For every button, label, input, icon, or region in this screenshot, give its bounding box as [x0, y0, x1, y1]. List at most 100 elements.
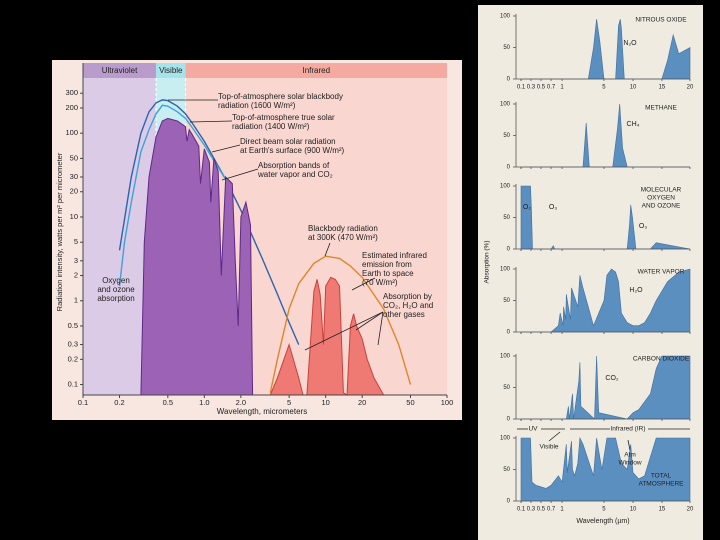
annotation: emission from [362, 260, 412, 269]
x-tick-label: 50 [406, 398, 414, 407]
spectrum-line [269, 255, 412, 393]
annotation: Blackbody radiation [308, 224, 378, 233]
panel-title: OXYGEN [647, 195, 675, 202]
y-tick-label: 20 [70, 187, 78, 196]
y-tick-label: 0 [507, 417, 511, 423]
leader-line [377, 311, 384, 346]
x-tick-label: 0.5 [537, 507, 546, 513]
y-tick-label: 50 [503, 385, 510, 391]
y-tick-label: 50 [503, 467, 510, 473]
y-tick-label: 2 [74, 271, 78, 280]
x-tick-label: 0.1 [517, 85, 526, 91]
x-tick-label: 20 [687, 507, 694, 513]
y-tick-label: 0 [507, 330, 511, 336]
y-tick-label: 0 [507, 165, 511, 171]
y-tick-label: 100 [65, 128, 78, 137]
y-tick-label: 0.1 [68, 380, 78, 389]
x-tick-label: 0.7 [547, 507, 556, 513]
y-tick-label: 30 [70, 172, 78, 181]
y-tick-label: 100 [500, 14, 511, 20]
y-tick-label: 100 [500, 354, 511, 360]
annotation: UV [528, 426, 538, 433]
annotation: Oxygen [102, 276, 130, 285]
x-tick-label: 5 [287, 398, 291, 407]
y-tick-label: 50 [503, 45, 510, 51]
region-label: Ultraviolet [102, 66, 138, 75]
y-tick-label: 100 [500, 267, 511, 273]
y-tick-label: 3 [74, 256, 78, 265]
y-tick-label: 50 [503, 133, 510, 139]
y-tick-label: 0 [507, 77, 511, 83]
y-tick-label: 50 [70, 153, 78, 162]
y-tick-label: 100 [500, 184, 511, 190]
x-tick-label: 10 [321, 398, 329, 407]
annotation: absorption [97, 294, 134, 303]
panel-title: NITROUS OXIDE [635, 17, 687, 24]
annotation: radiation (1600 W/m²) [218, 101, 296, 110]
leader-line [324, 242, 331, 257]
x-tick-label: 1 [560, 85, 564, 91]
y-tick-label: 300 [65, 88, 78, 97]
panel-title: TOTAL [651, 473, 672, 480]
annotation: Top-of-atmosphere solar blackbody [218, 92, 343, 101]
annotation: Visible [539, 444, 558, 451]
region-header [185, 63, 447, 78]
molecule-label: CO₂ [605, 375, 619, 382]
x-tick-label: 20 [358, 398, 366, 407]
molecule-label: O₂ [523, 204, 531, 211]
y-tick-label: 10 [70, 212, 78, 221]
absorption-area [520, 436, 691, 502]
molecule-label: H₂O [629, 287, 643, 294]
leader-line [304, 311, 384, 351]
y-tick-label: 50 [503, 298, 510, 304]
y-tick-label: 0.5 [68, 321, 78, 330]
x-tick-label: 0.1 [517, 507, 526, 513]
molecule-label: N₂O [623, 40, 637, 47]
spectrum-line [118, 99, 300, 345]
molecule-label: O₃ [639, 223, 647, 230]
x-tick-label: 1 [560, 507, 564, 513]
y-tick-label: 0 [507, 247, 511, 253]
panel-title: ATMOSPHERE [638, 481, 684, 488]
molecule-label: CH₄ [627, 121, 640, 128]
x-tick-label: 5 [602, 507, 606, 513]
y-tick-label: 50 [503, 215, 510, 221]
y-axis-label: Radiation intensity, watts per m² per mi… [55, 152, 64, 311]
annotation: Infrared (IR) [610, 426, 645, 433]
annotation: Absorption by [383, 292, 432, 301]
annotation: Window [618, 460, 641, 467]
leader-line [189, 120, 233, 123]
leader-line [351, 277, 376, 291]
y-tick-label: 0.2 [68, 354, 78, 363]
region-header [83, 63, 157, 78]
absorption-area [521, 268, 691, 333]
x-tick-label: 0.2 [114, 398, 124, 407]
panel-title: AND OZONE [642, 203, 681, 210]
annotation: CO₂, H₂O and [383, 301, 433, 310]
spectrum-area [140, 117, 254, 396]
annotation: at 300K (470 W/m²) [308, 233, 378, 242]
leader-line [211, 144, 241, 153]
annotation: radiation (1400 W/m²) [232, 122, 310, 131]
annotation: Absorption bands of [258, 161, 330, 170]
x-tick-label: 10 [630, 507, 637, 513]
annotation: (70 W/m²) [362, 278, 398, 287]
annotation: and ozone [97, 285, 135, 294]
annotation: water vapor and CO₂ [257, 170, 333, 179]
annotation: Earth to space [362, 269, 414, 278]
x-tick-label: 0.3 [527, 507, 536, 513]
y-axis-label: Absorption (%) [484, 241, 491, 284]
panel-title: CARBON DIOXIDE [633, 356, 690, 363]
y-tick-label: 0 [507, 499, 511, 505]
annotation: other gases [383, 310, 425, 319]
x-tick-label: 0.3 [527, 85, 536, 91]
x-tick-label: 20 [687, 85, 694, 91]
region-label: Infrared [302, 66, 330, 75]
spectrum-area [269, 276, 385, 396]
x-tick-label: 15 [659, 507, 666, 513]
x-tick-label: 1.0 [199, 398, 209, 407]
molecule-label: O₃ [549, 204, 557, 211]
x-tick-label: 0.5 [537, 85, 546, 91]
